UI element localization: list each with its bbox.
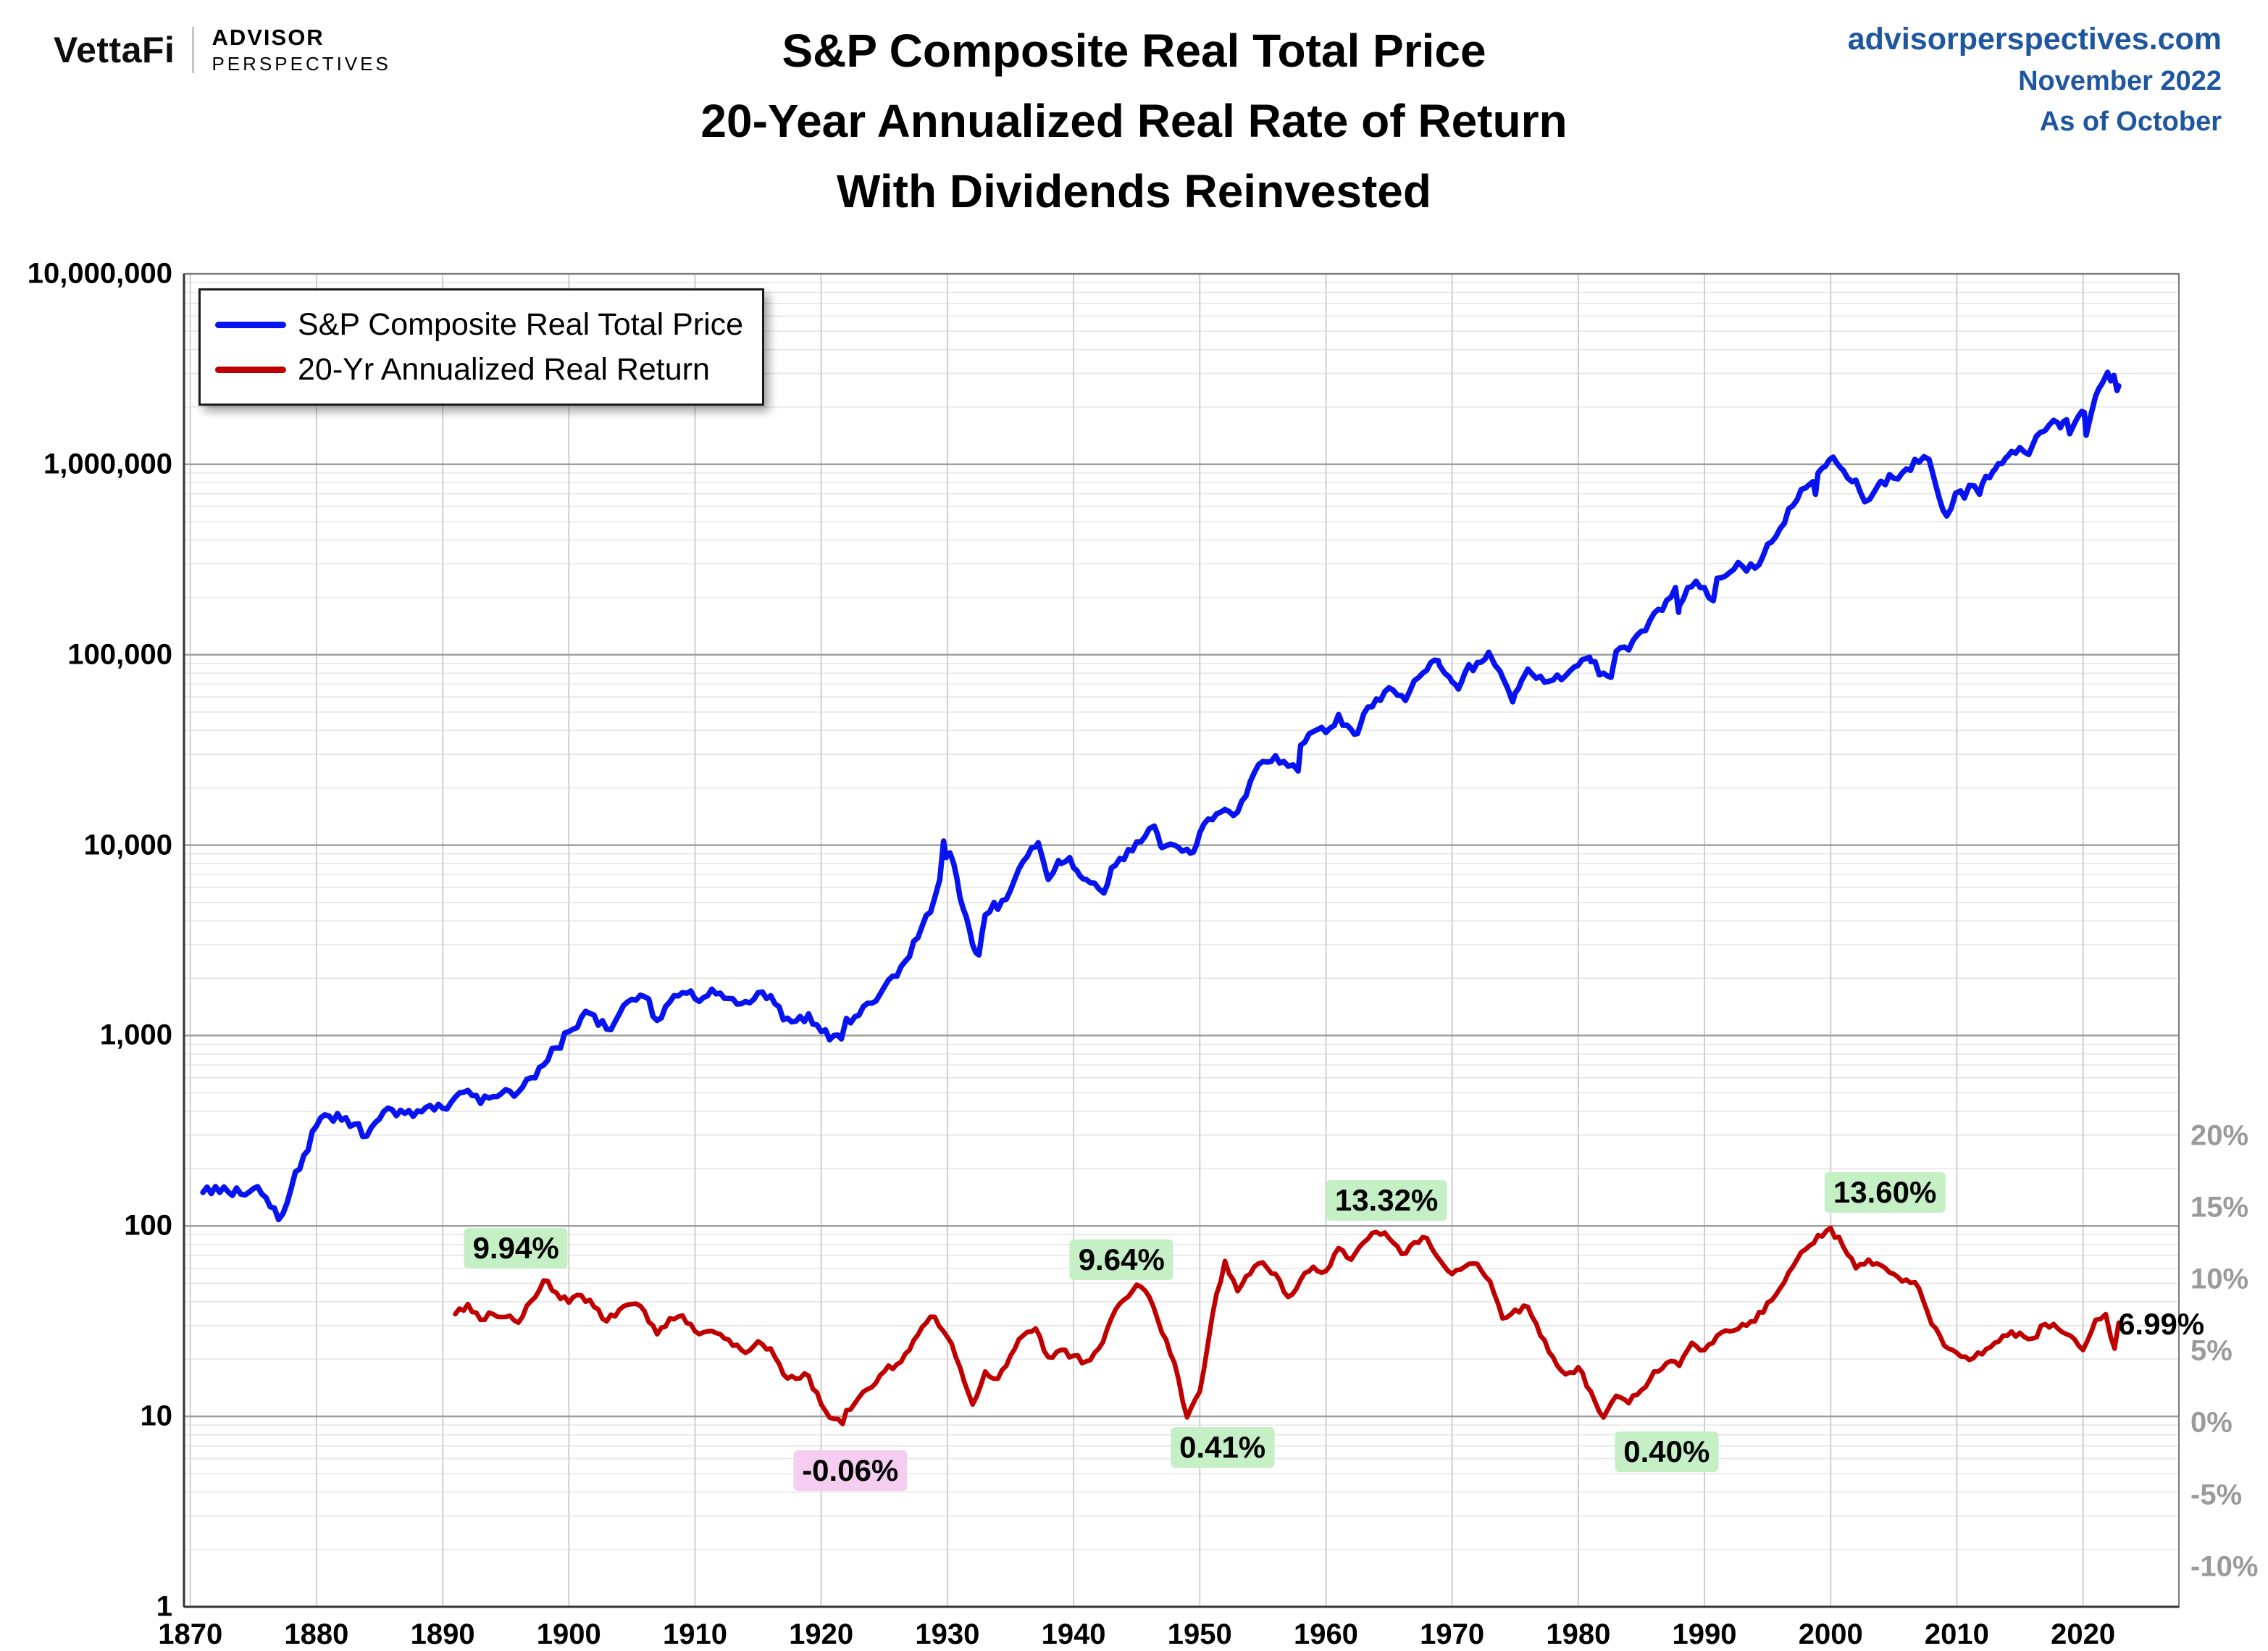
- logo-divider: [192, 27, 195, 73]
- legend-label-price: S&P Composite Real Total Price: [298, 306, 744, 342]
- left-axis-tick-1: 1: [156, 1590, 172, 1623]
- return-series-swatch: [215, 366, 286, 373]
- annotation--0.06%: -0.06%: [793, 1450, 908, 1491]
- x-axis-tick-1990: 1990: [1672, 1618, 1737, 1650]
- title-line-2: 20-Year Annualized Real Rate of Return: [700, 95, 1568, 147]
- x-axis-tick-1870: 1870: [158, 1618, 223, 1650]
- x-axis-tick-1970: 1970: [1420, 1618, 1485, 1650]
- x-axis-tick-1920: 1920: [789, 1618, 854, 1650]
- x-axis-tick-1950: 1950: [1167, 1618, 1232, 1650]
- annotation-0.40%: 0.40%: [1615, 1431, 1719, 1473]
- vettafi-advisor-logo: VettaFi ADVISOR PERSPECTIVES: [54, 25, 391, 75]
- left-axis-tick-10,000: 10,000: [83, 829, 172, 861]
- x-axis-tick-2010: 2010: [1924, 1618, 1989, 1650]
- price-series-line: [200, 369, 2122, 1223]
- x-axis-tick-1940: 1940: [1041, 1618, 1106, 1650]
- title-line-1: S&P Composite Real Total Price: [782, 25, 1486, 77]
- source-asof: As of October: [2039, 106, 2222, 137]
- annotation-13.60%: 13.60%: [1824, 1171, 1946, 1213]
- source-month: November 2022: [2018, 66, 2222, 96]
- x-axis-tick-1980: 1980: [1546, 1618, 1611, 1650]
- x-axis-tick-2020: 2020: [2051, 1618, 2116, 1650]
- x-axis-tick-2000: 2000: [1798, 1618, 1863, 1650]
- chart-title: S&P Composite Real Total Price 20-Year A…: [700, 16, 1567, 227]
- x-axis-tick-1960: 1960: [1293, 1618, 1358, 1650]
- x-axis-tick-1890: 1890: [410, 1618, 475, 1650]
- source-website: advisorperspectives.com: [1847, 22, 2222, 57]
- advisor-wordmark: ADVISOR: [212, 25, 325, 50]
- price-series-swatch: [215, 321, 286, 328]
- right-axis-tick-5: 5%: [2190, 1334, 2233, 1367]
- x-axis-tick-1880: 1880: [284, 1618, 349, 1650]
- left-axis-tick-10: 10: [140, 1400, 173, 1432]
- right-axis-tick-0: 0%: [2190, 1406, 2233, 1439]
- annotation-9.64%: 9.64%: [1069, 1239, 1173, 1280]
- x-axis-tick-1910: 1910: [662, 1618, 727, 1650]
- left-axis-tick-100,000: 100,000: [67, 638, 172, 671]
- left-axis-tick-1,000,000: 1,000,000: [43, 448, 172, 480]
- left-axis-tick-1,000: 1,000: [99, 1019, 172, 1051]
- chart-legend: S&P Composite Real Total Price 20-Yr Ann…: [198, 288, 765, 406]
- right-axis-tick-15: 15%: [2190, 1191, 2249, 1224]
- source-attribution: advisorperspectives.com November 2022 As…: [1848, 17, 2222, 142]
- right-axis-tick-20: 20%: [2190, 1119, 2249, 1152]
- vettafi-logo: VettaFi: [54, 30, 175, 70]
- advisor-perspectives-wordmark: ADVISOR PERSPECTIVES: [212, 25, 390, 75]
- x-axis-tick-1900: 1900: [536, 1618, 601, 1650]
- legend-item-price: S&P Composite Real Total Price: [215, 302, 743, 347]
- legend-label-return: 20-Yr Annualized Real Return: [298, 351, 710, 387]
- title-line-3: With Dividends Reinvested: [837, 165, 1431, 217]
- left-axis-tick-100: 100: [124, 1209, 172, 1242]
- x-axis-tick-1930: 1930: [915, 1618, 980, 1650]
- right-axis-tick--5: -5%: [2190, 1479, 2243, 1510]
- right-axis-tick--10: -10%: [2190, 1550, 2259, 1583]
- return-series-line: [453, 1225, 2122, 1426]
- annotation-0.41%: 0.41%: [1171, 1427, 1275, 1468]
- annotation-13.32%: 13.32%: [1326, 1180, 1447, 1221]
- annotation-6.99%: 6.99%: [2118, 1306, 2205, 1341]
- left-axis-tick-10,000,000: 10,000,000: [27, 257, 172, 290]
- annotation-9.94%: 9.94%: [464, 1227, 568, 1268]
- perspectives-wordmark: PERSPECTIVES: [212, 53, 391, 75]
- right-axis-tick-10: 10%: [2190, 1263, 2249, 1295]
- legend-item-return: 20-Yr Annualized Real Return: [215, 347, 743, 392]
